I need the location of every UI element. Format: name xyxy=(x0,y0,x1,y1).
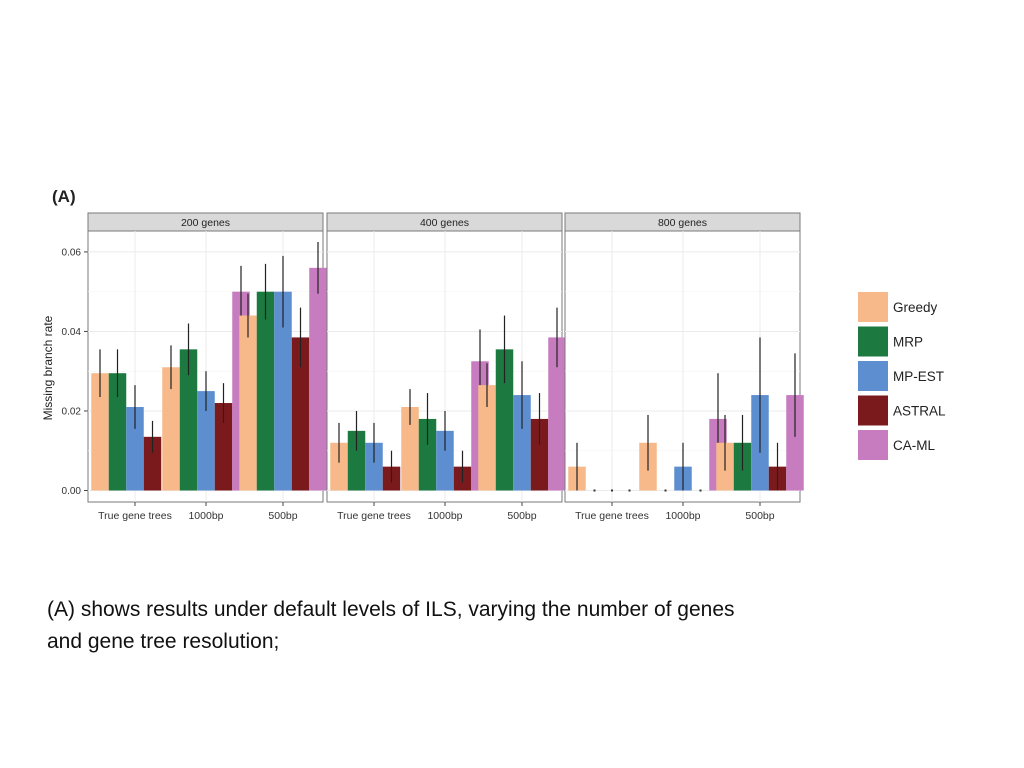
legend: Greedy MRP MP-EST ASTRAL CA-ML xyxy=(858,292,946,460)
bar-mrp xyxy=(418,418,437,491)
bar-greedy xyxy=(239,315,257,491)
error-bar-astral xyxy=(699,489,702,492)
legend-swatch-ca-ml xyxy=(858,430,888,460)
bar-greedy xyxy=(91,373,109,491)
x-tick-label: 1000bp xyxy=(427,510,462,522)
error-bar-astral xyxy=(628,489,631,492)
bar-greedy xyxy=(478,385,496,491)
facet-title: 800 genes xyxy=(658,217,707,229)
x-tick-label: 500bp xyxy=(268,510,297,522)
bar-mrp xyxy=(347,430,366,491)
legend-label-mrp: MRP xyxy=(893,335,923,350)
bar-astral xyxy=(214,403,233,491)
legend-swatch-greedy xyxy=(858,292,888,322)
bar-astral xyxy=(530,418,549,491)
bar-mp-est xyxy=(436,430,454,491)
plot-area: 0.00 0.02 0.04 0.06 200 genes True gene trees… xyxy=(62,212,804,522)
error-bar-mp-est xyxy=(611,489,613,492)
y-tick-label: 0.02 xyxy=(62,406,82,417)
bar-mp-est xyxy=(513,395,531,491)
bar-mrp xyxy=(179,349,198,491)
bar-greedy xyxy=(162,367,180,491)
y-tick-label: 0.06 xyxy=(62,247,82,258)
bar-mrp xyxy=(495,349,514,491)
bar-astral xyxy=(143,436,162,491)
bar-ca-ml xyxy=(548,337,566,491)
legend-label-greedy: Greedy xyxy=(893,300,938,315)
caption: (A) shows results under default levels o… xyxy=(47,594,947,658)
x-tick-label: True gene trees xyxy=(98,510,172,522)
legend-swatch-astral xyxy=(858,395,888,426)
legend-swatch-mrp xyxy=(858,326,888,357)
caption-line-2: and gene tree resolution; xyxy=(47,630,280,653)
x-tick-label: True gene trees xyxy=(337,510,411,522)
x-tick-label: True gene trees xyxy=(575,510,649,522)
legend-swatch-mp-est xyxy=(858,361,888,391)
error-bar-mrp xyxy=(593,489,596,492)
bar-mp-est xyxy=(126,407,144,491)
bar-ca-ml xyxy=(309,267,327,491)
bar-mp-est xyxy=(274,291,292,491)
y-axis-label: Missing branch rate xyxy=(41,315,55,420)
bar-mp-est xyxy=(365,442,383,491)
panel-label: (A) xyxy=(52,187,76,206)
y-tick-label: 0.00 xyxy=(62,486,82,497)
y-tick-label: 0.04 xyxy=(62,327,82,338)
bar-greedy xyxy=(401,407,419,491)
facet-title: 200 genes xyxy=(181,217,230,229)
caption-line-1: (A) shows results under default levels o… xyxy=(47,598,735,621)
x-tick-label: 1000bp xyxy=(665,510,700,522)
bar-greedy xyxy=(330,442,348,491)
x-tick-label: 1000bp xyxy=(188,510,223,522)
facet-title: 400 genes xyxy=(420,217,469,229)
bar-astral xyxy=(291,337,310,491)
x-tick-label: 500bp xyxy=(745,510,774,522)
bar-mrp xyxy=(256,291,275,491)
legend-label-astral: ASTRAL xyxy=(893,404,946,419)
legend-label-mp-est: MP-EST xyxy=(893,369,944,384)
bar-ca-ml xyxy=(786,395,804,491)
error-bar-mrp xyxy=(664,489,667,492)
bar-mrp xyxy=(108,373,127,491)
x-tick-label: 500bp xyxy=(507,510,536,522)
bar-mp-est xyxy=(197,391,215,491)
legend-label-ca-ml: CA-ML xyxy=(893,438,935,453)
